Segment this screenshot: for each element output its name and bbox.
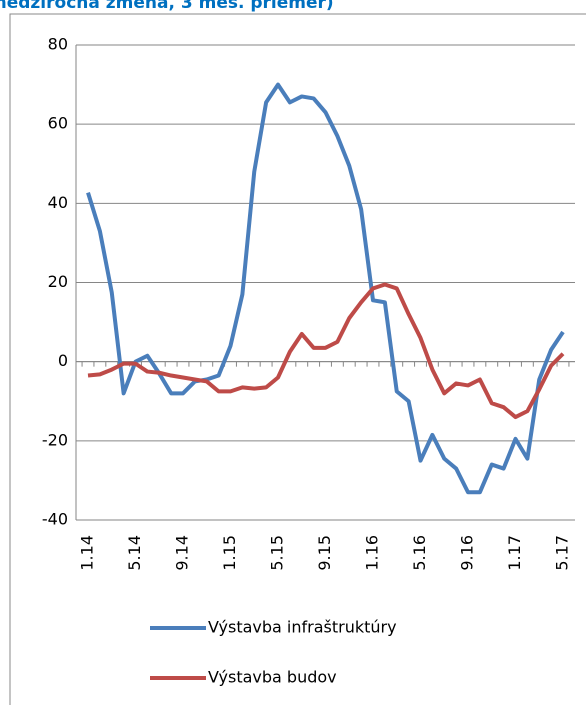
series-line: [87, 282, 565, 420]
x-tick-label: 1.16: [363, 535, 382, 571]
legend-label: Výstavba infraštruktúry: [208, 618, 397, 637]
x-tick-label: 1.15: [220, 535, 239, 571]
legend-label: Výstavba budov: [208, 668, 337, 687]
y-tick-label: 0: [58, 351, 68, 370]
y-tick-label: -20: [42, 430, 68, 449]
x-tick-label: 1.14: [78, 535, 97, 571]
chart-title: medziročná zmena, 3 mes. priemer): [0, 0, 334, 13]
x-tick-label: 5.16: [410, 535, 429, 571]
x-tick-label: 9.16: [458, 535, 477, 571]
y-tick-label: 40: [48, 193, 68, 212]
x-tick-label: 9.15: [315, 535, 334, 571]
x-tick-label: 5.14: [125, 535, 144, 571]
x-tick-label: 1.17: [505, 535, 524, 571]
y-tick-label: 20: [48, 272, 68, 291]
y-tick-label: 80: [48, 35, 68, 54]
x-tick-label: 9.14: [173, 535, 192, 571]
y-tick-label: 60: [48, 114, 68, 133]
x-tick-label: 5.15: [268, 535, 287, 571]
x-tick-label: 5.17: [553, 535, 572, 571]
y-tick-label: -40: [42, 510, 68, 529]
chart-frame: [9, 13, 586, 705]
series-line: [86, 82, 565, 495]
